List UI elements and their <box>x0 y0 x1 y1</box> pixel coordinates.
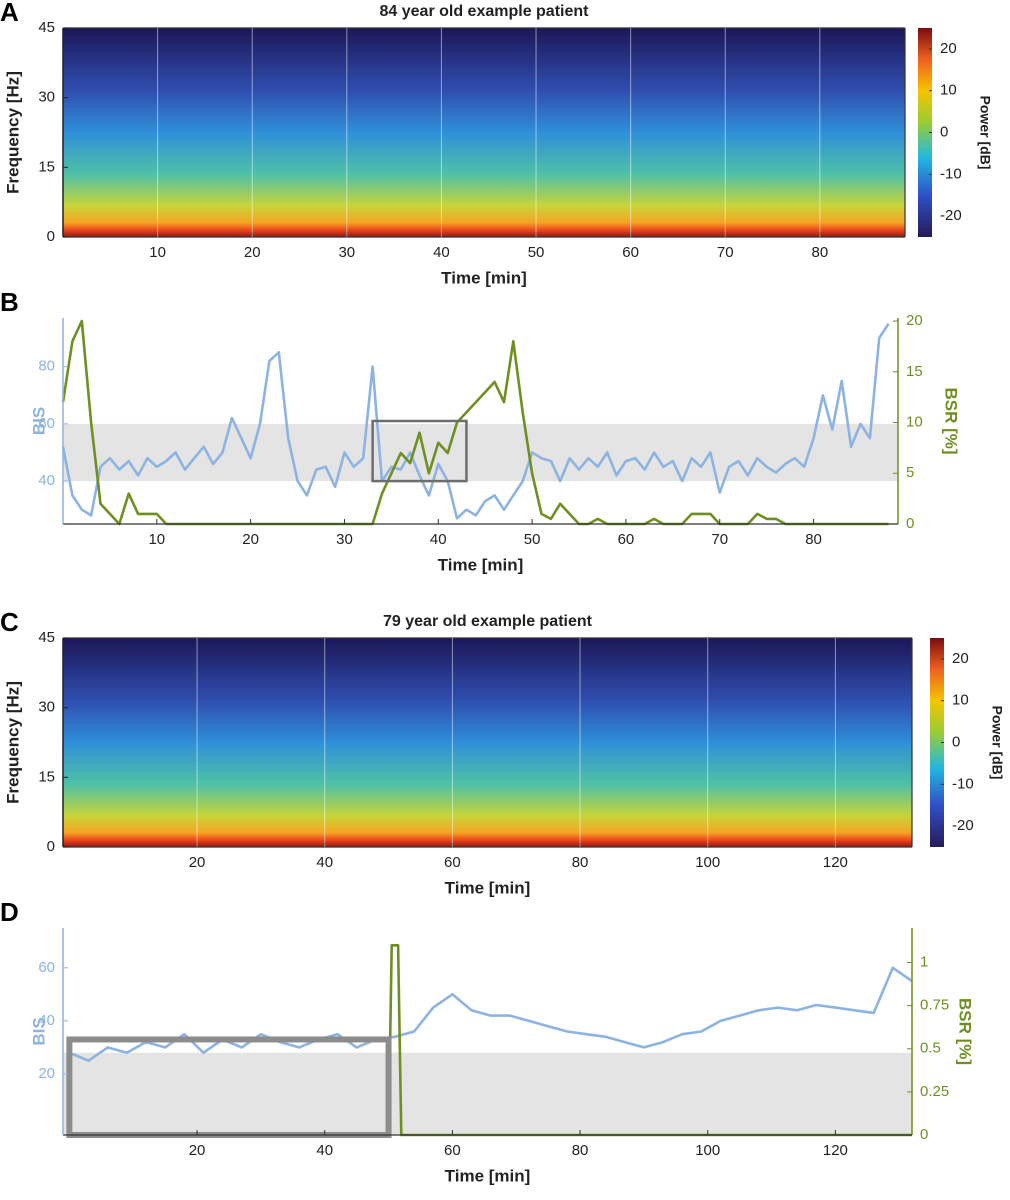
y2-tick-label: 0.5 <box>920 1040 941 1057</box>
x-tick-label: 100 <box>695 854 720 871</box>
colorbar-tick-label: 0 <box>952 733 960 750</box>
y-tick-label: 30 <box>38 89 55 106</box>
y2-tick-label: 0.75 <box>920 997 949 1014</box>
target-band <box>63 1052 912 1135</box>
colorbar-tick-label: 20 <box>952 650 969 667</box>
x-tick-label: 80 <box>572 1142 589 1159</box>
y-tick-label: 45 <box>38 19 55 36</box>
y-tick-label: 0 <box>47 228 55 245</box>
panel-letter: D <box>0 897 19 927</box>
y2-tick-label: 15 <box>906 363 923 380</box>
y-tick-label: 30 <box>38 699 55 716</box>
x-tick-label: 80 <box>812 244 829 261</box>
y2-tick-label: 20 <box>906 312 923 329</box>
x-tick-label: 20 <box>189 854 206 871</box>
y-tick-label: 40 <box>38 472 55 489</box>
y-axis-label: Frequency [Hz] <box>3 71 22 194</box>
panel-letter: C <box>0 607 19 637</box>
panel-letter: B <box>0 287 19 317</box>
x-tick-label: 40 <box>316 1142 333 1159</box>
y-tick-label: 60 <box>38 415 55 432</box>
y-axis-label: BIS <box>29 407 48 435</box>
x-tick-label: 60 <box>444 854 461 871</box>
x-axis-label: Time [min] <box>445 1166 531 1185</box>
x-tick-label: 20 <box>242 531 259 548</box>
y-axis-label: BIS <box>29 1017 48 1045</box>
colorbar-tick-label: 20 <box>940 40 957 57</box>
x-tick-label: 10 <box>149 244 166 261</box>
x-tick-label: 50 <box>524 531 541 548</box>
colorbar <box>930 638 944 847</box>
x-tick-label: 30 <box>336 531 353 548</box>
spectrogram <box>63 28 905 237</box>
x-tick-label: 50 <box>528 244 545 261</box>
x-tick-label: 120 <box>823 1142 848 1159</box>
x-tick-label: 40 <box>430 531 447 548</box>
x-axis-label: Time [min] <box>445 878 531 897</box>
y-tick-label: 20 <box>38 1065 55 1082</box>
x-tick-label: 20 <box>244 244 261 261</box>
chart-title: 84 year old example patient <box>380 3 590 20</box>
panel-letter: A <box>0 0 19 27</box>
colorbar-tick-label: 10 <box>952 692 969 709</box>
y2-tick-label: 0.25 <box>920 1083 949 1100</box>
y2-tick-label: 0 <box>906 515 914 532</box>
spectrogram <box>63 638 912 847</box>
x-tick-label: 30 <box>338 244 355 261</box>
target-band <box>63 423 898 482</box>
colorbar-tick-label: -10 <box>940 165 962 182</box>
x-tick-label: 40 <box>316 854 333 871</box>
y2-tick-label: 1 <box>920 953 928 970</box>
x-tick-label: 20 <box>189 1142 206 1159</box>
x-tick-label: 120 <box>823 854 848 871</box>
x-tick-label: 60 <box>618 531 635 548</box>
y-tick-label: 80 <box>38 358 55 375</box>
y2-tick-label: 10 <box>906 413 923 430</box>
colorbar-tick-label: -10 <box>952 775 974 792</box>
x-tick-label: 80 <box>572 854 589 871</box>
colorbar-label: Power [dB] <box>989 706 1005 780</box>
highlight-box <box>371 419 468 483</box>
colorbar-tick-label: 0 <box>940 123 948 140</box>
y-tick-label: 15 <box>38 768 55 785</box>
colorbar-tick-label: -20 <box>940 207 962 224</box>
x-axis-label: Time [min] <box>441 268 527 287</box>
x-tick-label: 60 <box>622 244 639 261</box>
colorbar-tick-label: -20 <box>952 817 974 834</box>
x-tick-label: 100 <box>695 1142 720 1159</box>
y2-axis-label: BSR [%] <box>942 387 961 454</box>
series-line <box>68 966 913 1062</box>
y2-tick-label: 0 <box>920 1126 928 1143</box>
y-tick-label: 45 <box>38 629 55 646</box>
y-tick-label: 40 <box>38 1012 55 1029</box>
x-tick-label: 40 <box>433 244 450 261</box>
colorbar-label: Power [dB] <box>977 96 993 170</box>
x-axis-label: Time [min] <box>438 555 524 574</box>
colorbar-tick-label: 10 <box>940 82 957 99</box>
x-tick-label: 10 <box>148 531 165 548</box>
x-tick-label: 70 <box>711 531 728 548</box>
x-tick-label: 60 <box>444 1142 461 1159</box>
chart-title: 79 year old example patient <box>383 613 593 630</box>
y-axis-label: Frequency [Hz] <box>3 681 22 804</box>
y-tick-label: 15 <box>38 158 55 175</box>
x-tick-label: 70 <box>717 244 734 261</box>
series-line <box>61 319 889 526</box>
y-tick-label: 0 <box>47 838 55 855</box>
y-tick-label: 60 <box>38 959 55 976</box>
y2-axis-label: BSR [%] <box>956 998 975 1065</box>
series-line <box>61 322 890 520</box>
x-tick-label: 80 <box>805 531 822 548</box>
y2-tick-label: 5 <box>906 464 914 481</box>
colorbar <box>918 28 932 237</box>
